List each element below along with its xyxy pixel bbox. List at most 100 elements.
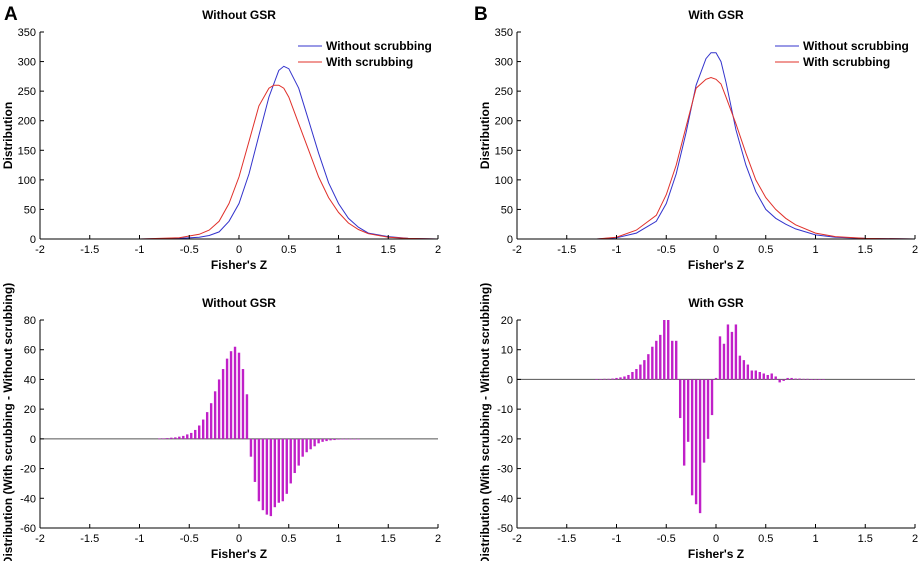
- bar: [194, 429, 197, 439]
- bar: [329, 438, 332, 441]
- bar: [647, 354, 650, 380]
- y-tick-label: 40: [24, 374, 36, 386]
- legend-label: With scrubbing: [326, 55, 413, 69]
- bar: [786, 377, 789, 380]
- y-tick-label: -20: [497, 434, 513, 446]
- bar: [678, 379, 682, 419]
- bar: [798, 378, 801, 380]
- x-axis-label: Fisher's Z: [688, 547, 744, 561]
- x-axis-label: Fisher's Z: [688, 258, 744, 272]
- bar: [301, 438, 304, 457]
- x-tick-label: 0: [236, 244, 242, 256]
- x-tick-label: -2: [35, 533, 45, 545]
- chart-bottom-right-with-gsr-diff: With GSR -2 -1.5 -1 -0.5 0 0.5 1 1.5 2 -50 -40 -30 -2…: [478, 283, 918, 561]
- y-tick-label: 50: [501, 204, 513, 216]
- bar: [178, 436, 181, 439]
- bar: [766, 374, 769, 380]
- bar: [285, 438, 288, 494]
- bar: [273, 438, 277, 508]
- bar: [607, 378, 610, 380]
- y-tick-label: 350: [495, 27, 513, 39]
- bar: [217, 379, 221, 439]
- bar: [742, 360, 746, 380]
- x-tick-label: -0.5: [180, 533, 199, 545]
- series-line-without-scrubbing: [517, 52, 916, 240]
- y-tick-label: 200: [495, 116, 513, 128]
- bar: [671, 340, 674, 380]
- x-tick-label: 1.5: [858, 533, 873, 545]
- bar: [794, 378, 797, 380]
- bar: [293, 438, 296, 474]
- bar: [233, 346, 237, 439]
- legend-label: Without scrubbing: [803, 39, 909, 53]
- bar: [257, 438, 261, 502]
- y-axis-label: Distribution: [478, 102, 492, 169]
- bar: [190, 432, 193, 439]
- x-tick-label: -0.5: [657, 533, 676, 545]
- bar: [249, 438, 253, 457]
- bar: [599, 379, 602, 380]
- bar: [810, 379, 813, 380]
- bar: [667, 320, 670, 380]
- x-tick-label: -1: [135, 533, 145, 545]
- bar: [730, 331, 734, 380]
- y-axis-label: Distribution (With scrubbing - Without s…: [1, 283, 15, 561]
- chart-title: Without GSR: [202, 296, 276, 310]
- bar: [277, 438, 280, 503]
- bar: [718, 336, 722, 380]
- bar: [186, 434, 189, 439]
- bar: [778, 379, 781, 383]
- series-line-without-scrubbing: [40, 65, 439, 240]
- y-tick-label: -50: [497, 523, 513, 535]
- x-axis-label: Fisher's Z: [211, 258, 267, 272]
- x-tick-label: -1.5: [557, 533, 576, 545]
- x-tick-label: 1.5: [858, 244, 873, 256]
- bar: [225, 358, 229, 439]
- bar: [643, 360, 646, 380]
- bar: [686, 379, 690, 442]
- x-tick-label: -1.5: [80, 533, 99, 545]
- bar: [162, 438, 165, 440]
- bar: [750, 370, 754, 380]
- x-tick-label: 0: [713, 244, 719, 256]
- bar: [229, 351, 233, 439]
- bar: [802, 378, 805, 380]
- bar: [333, 438, 336, 441]
- bar: [182, 435, 185, 439]
- bar: [281, 438, 284, 502]
- bar: [205, 412, 209, 439]
- bar: [174, 437, 177, 439]
- bar: [337, 438, 340, 440]
- bar: [341, 438, 344, 440]
- y-tick-label: -40: [20, 493, 36, 505]
- y-tick-label: 0: [507, 374, 513, 386]
- bar: [758, 372, 761, 380]
- y-tick-label: 0: [507, 234, 513, 246]
- bar: [237, 352, 241, 439]
- x-tick-label: 2: [435, 244, 441, 256]
- bar: [722, 343, 726, 380]
- x-tick-label: 0.5: [281, 244, 296, 256]
- legend-label: Without scrubbing: [326, 39, 432, 53]
- bar: [726, 324, 730, 380]
- y-tick-label: 10: [501, 345, 513, 357]
- bar: [615, 377, 618, 380]
- bar: [754, 370, 757, 380]
- x-tick-label: -1: [612, 533, 622, 545]
- y-tick-label: 250: [18, 86, 36, 98]
- chart-title: With GSR: [688, 296, 744, 310]
- series-line-with-scrubbing: [517, 76, 916, 240]
- y-tick-label: 0: [30, 234, 36, 246]
- bar: [349, 438, 352, 440]
- bar: [790, 377, 793, 380]
- y-tick-label: -40: [497, 493, 513, 505]
- x-tick-label: 1: [335, 244, 341, 256]
- legend-label: With scrubbing: [803, 55, 890, 69]
- bar: [710, 379, 714, 416]
- y-tick-label: 300: [495, 57, 513, 69]
- bar: [659, 334, 662, 380]
- y-axis-label: Distribution (With scrubbing - Without s…: [478, 283, 492, 561]
- bar: [265, 438, 269, 515]
- bar: [305, 438, 308, 453]
- bar: [770, 373, 773, 380]
